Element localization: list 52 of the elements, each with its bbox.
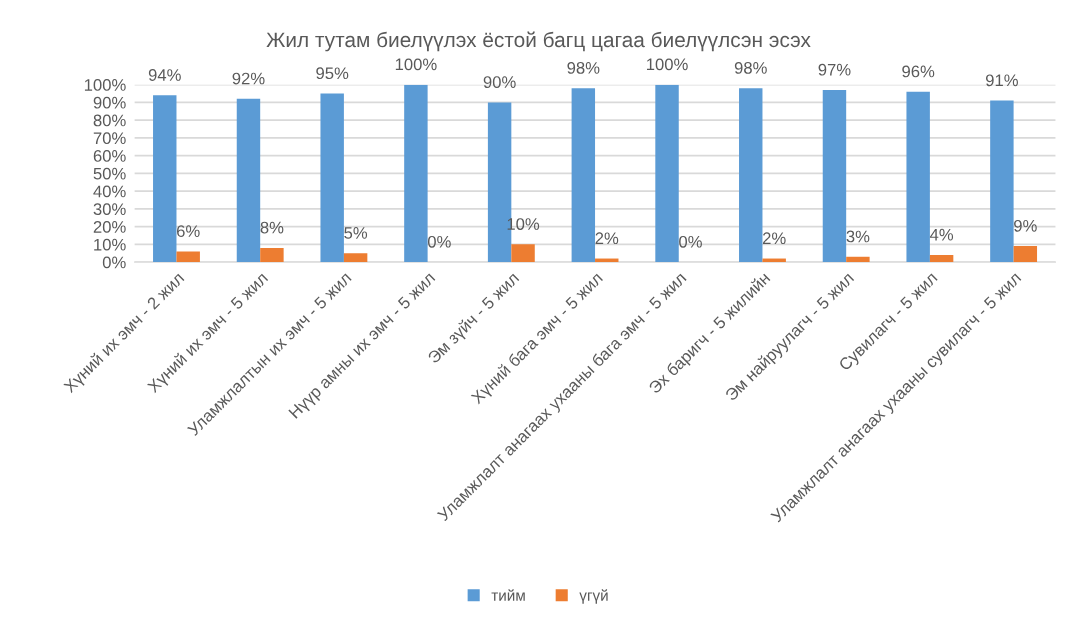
data-label: 0% [427,235,451,248]
data-label: 4% [929,228,954,241]
data-label: 100% [395,58,437,71]
data-label: 98% [567,61,600,74]
bar [260,247,284,263]
bar [320,93,344,263]
data-label: 9% [1014,219,1037,232]
data-label: 2% [762,232,786,245]
data-label: 91% [985,74,1018,87]
data-label: 5% [344,227,368,239]
bar [655,84,679,263]
y-tick-label: 0% [102,256,126,269]
data-label: 100% [646,58,688,71]
bar [343,253,368,263]
legend-label: үгүй [579,589,608,604]
bar [176,251,200,263]
y-tick-label: 10% [94,238,126,251]
data-label: 92% [232,72,265,85]
bar [1013,246,1038,263]
data-label: 90% [483,76,516,88]
y-tick-label: 60% [93,150,126,162]
chart-title: Жил тутам биелүүлэх ёстой багц цагаа биелүүлсэн эсэх [266,31,811,52]
data-label: 94% [148,69,181,81]
bar [822,89,847,263]
bar [153,95,177,263]
bar [906,91,930,263]
data-label: 97% [818,63,851,76]
y-tick-label: 30% [93,203,126,216]
data-label: 95% [316,67,349,80]
data-label: 96% [902,65,935,78]
bar [511,244,535,263]
data-label: 98% [734,61,767,74]
bar [571,88,596,263]
y-tick-label: 90% [93,96,126,109]
bar [929,254,954,263]
y-tick-label: 50% [93,167,126,180]
y-tick-label: 20% [93,221,126,233]
bar [236,98,261,263]
y-tick-label: 80% [93,114,126,127]
bar [846,256,870,263]
data-label: 6% [177,225,200,238]
bar [990,100,1014,263]
data-label: 2% [595,232,619,245]
data-label: 0% [679,235,702,248]
data-label: 8% [260,221,284,234]
y-tick-label: 100% [84,79,126,91]
legend-label: тийм [491,589,525,601]
data-label: 3% [846,230,870,243]
y-tick-label: 70% [93,132,126,145]
bar [404,84,428,263]
y-tick-label: 40% [93,185,126,198]
bar [739,88,763,263]
